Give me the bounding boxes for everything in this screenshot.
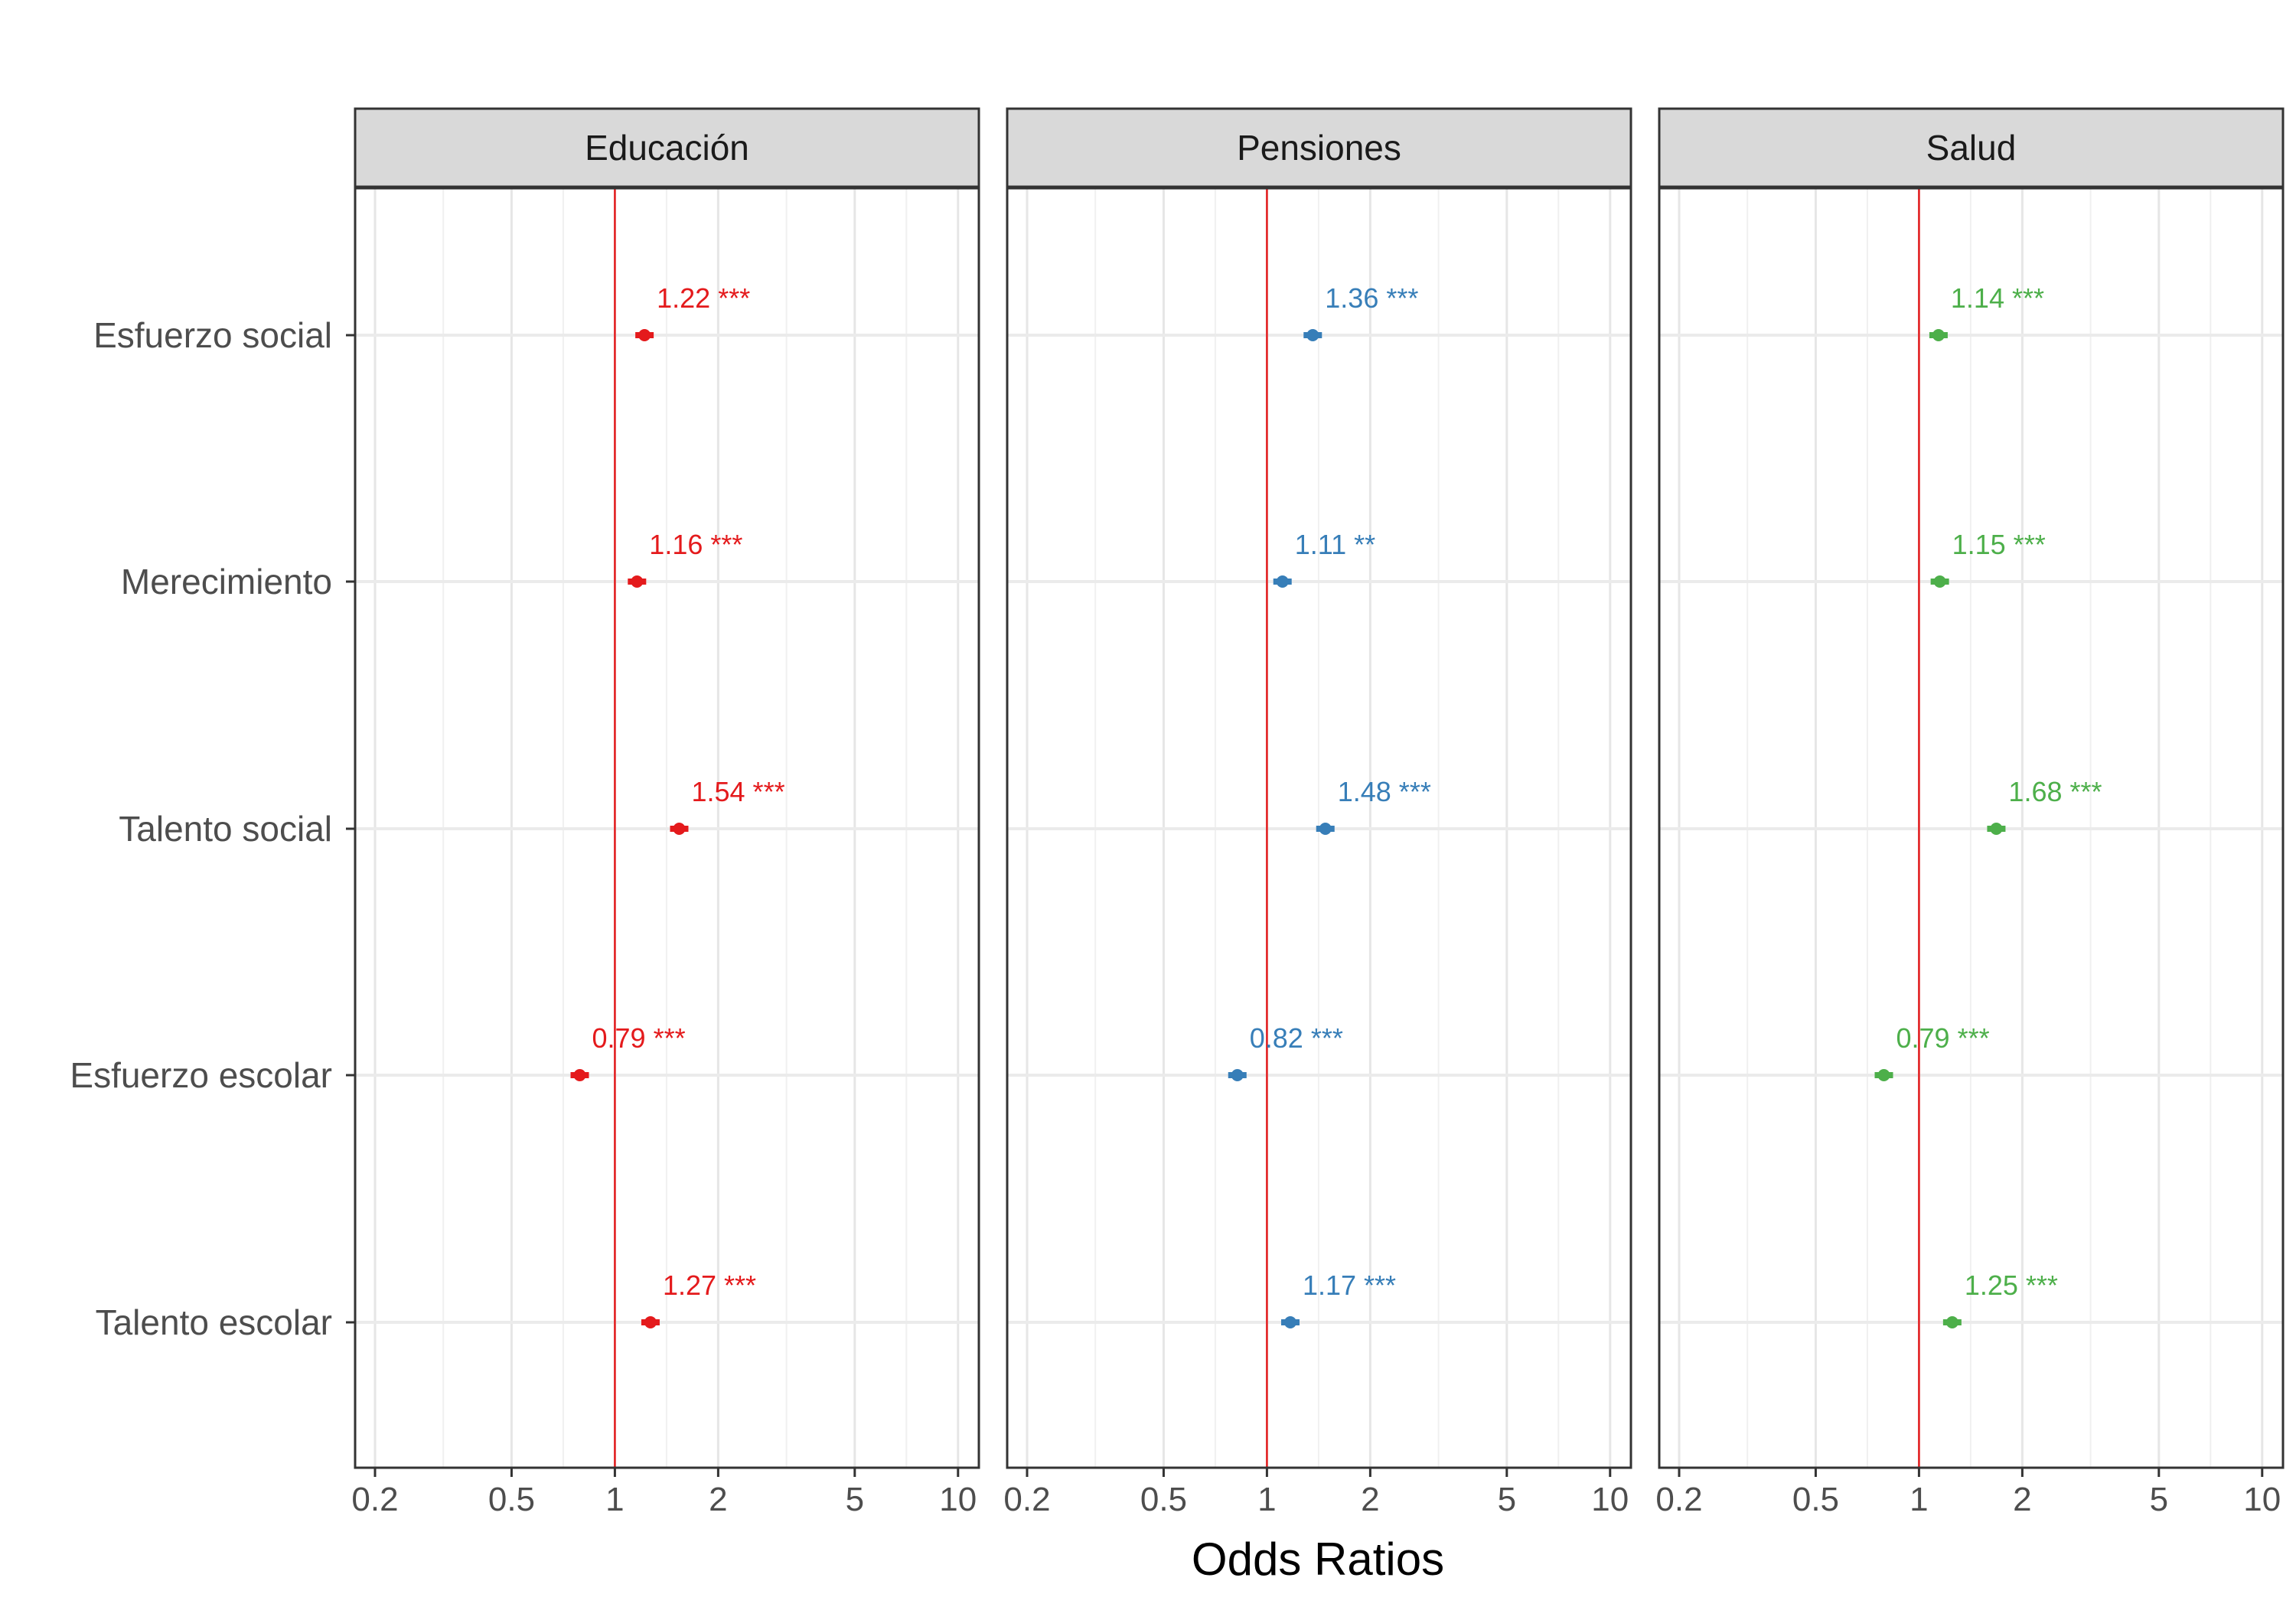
panel-border: [1006, 187, 1632, 1469]
data-point: [631, 575, 644, 588]
facet-strip-label: Educación: [585, 128, 749, 168]
x-tick-label: 10: [939, 1481, 977, 1518]
data-label: 0.79 ***: [1896, 1022, 1990, 1054]
data-label: 1.25 ***: [1965, 1270, 2058, 1301]
data-label: 1.14 ***: [1951, 282, 2044, 314]
facet-strip: [1658, 107, 2285, 188]
x-tick-label: 5: [2150, 1481, 2168, 1518]
facet-panel-pensiones: Pensiones 0.2 0.5 1 2 5 10 1.36 *** 1.11 ** 1.48 …: [1003, 107, 1632, 1518]
x-tick-label: 2: [2013, 1481, 2031, 1518]
data-label: 1.36 ***: [1325, 282, 1418, 314]
x-tick-label: 1: [1910, 1481, 1928, 1518]
y-tick-label: Merecimiento: [121, 562, 332, 601]
data-point: [1945, 1316, 1958, 1328]
data-point: [1319, 823, 1332, 835]
data-label: 1.17 ***: [1303, 1270, 1396, 1301]
x-tick-label: 10: [2243, 1481, 2281, 1518]
data-label: 0.82 ***: [1250, 1022, 1343, 1054]
data-point: [1932, 329, 1945, 341]
data-point: [673, 823, 686, 835]
data-label: 1.22 ***: [657, 282, 750, 314]
facet-panel-salud: Salud 0.2 0.5 1 2 5 10 1.14 *** 1.15 *** 1.68 ***…: [1655, 107, 2285, 1518]
x-tick-label: 2: [1361, 1481, 1379, 1518]
data-label: 1.15 ***: [1952, 529, 2046, 560]
data-label: 1.54 ***: [691, 776, 784, 807]
data-point: [1877, 1069, 1890, 1081]
x-axis-title: Odds Ratios: [1192, 1534, 1444, 1585]
data-label: 1.11 **: [1295, 529, 1375, 560]
data-point: [573, 1069, 586, 1081]
y-axis-labels: Esfuerzo social Merecimiento Talento socia…: [70, 315, 355, 1342]
data-point: [1990, 823, 2003, 835]
data-point: [1276, 575, 1289, 588]
facet-panel-educación: Educación 0.2 0.5 1 2 5 10 1.22 *** 1.16 *** 1.54…: [351, 107, 980, 1518]
facet-strip-label: Pensiones: [1237, 128, 1401, 168]
x-tick-label: 0.2: [351, 1481, 398, 1518]
y-tick-label: Talento social: [119, 809, 332, 849]
x-tick-label: 0.5: [1140, 1481, 1187, 1518]
y-tick-label: Esfuerzo escolar: [70, 1055, 332, 1095]
x-tick-label: 0.5: [488, 1481, 535, 1518]
facet-strip: [1006, 107, 1632, 188]
x-tick-label: 0.2: [1003, 1481, 1050, 1518]
data-label: 1.48 ***: [1338, 776, 1431, 807]
data-label: 1.27 ***: [663, 1270, 756, 1301]
x-tick-label: 5: [846, 1481, 864, 1518]
x-tick-label: 1: [605, 1481, 624, 1518]
y-tick-label: Talento escolar: [96, 1302, 332, 1342]
x-tick-label: 10: [1591, 1481, 1629, 1518]
data-point: [1231, 1069, 1244, 1081]
x-tick-label: 0.5: [1792, 1481, 1839, 1518]
x-tick-label: 2: [709, 1481, 727, 1518]
x-tick-label: 1: [1257, 1481, 1276, 1518]
data-label: 1.68 ***: [2008, 776, 2102, 807]
facet-strip: [354, 107, 980, 188]
panel-border: [1658, 187, 2285, 1469]
facet-strip-label: Salud: [1926, 128, 2017, 168]
y-tick-label: Esfuerzo social: [93, 315, 332, 355]
data-point: [1933, 575, 1946, 588]
data-point: [644, 1316, 657, 1328]
panels: Educación 0.2 0.5 1 2 5 10 1.22 *** 1.16 *** 1.54…: [351, 107, 2285, 1518]
x-tick-label: 5: [1498, 1481, 1516, 1518]
data-point: [1283, 1316, 1296, 1328]
x-tick-label: 0.2: [1655, 1481, 1702, 1518]
data-label: 1.16 ***: [649, 529, 742, 560]
data-label: 0.79 ***: [592, 1022, 686, 1054]
data-point: [1306, 329, 1319, 341]
data-point: [638, 329, 651, 341]
